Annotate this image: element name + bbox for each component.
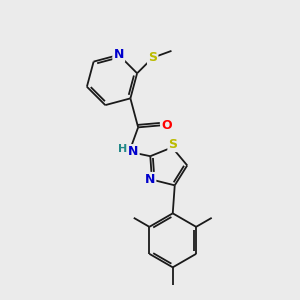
Text: S: S <box>169 138 178 151</box>
Text: O: O <box>162 119 172 132</box>
Text: N: N <box>113 48 124 62</box>
Text: S: S <box>148 51 157 64</box>
Text: N: N <box>145 173 155 186</box>
Text: N: N <box>128 145 138 158</box>
Text: H: H <box>118 144 127 154</box>
